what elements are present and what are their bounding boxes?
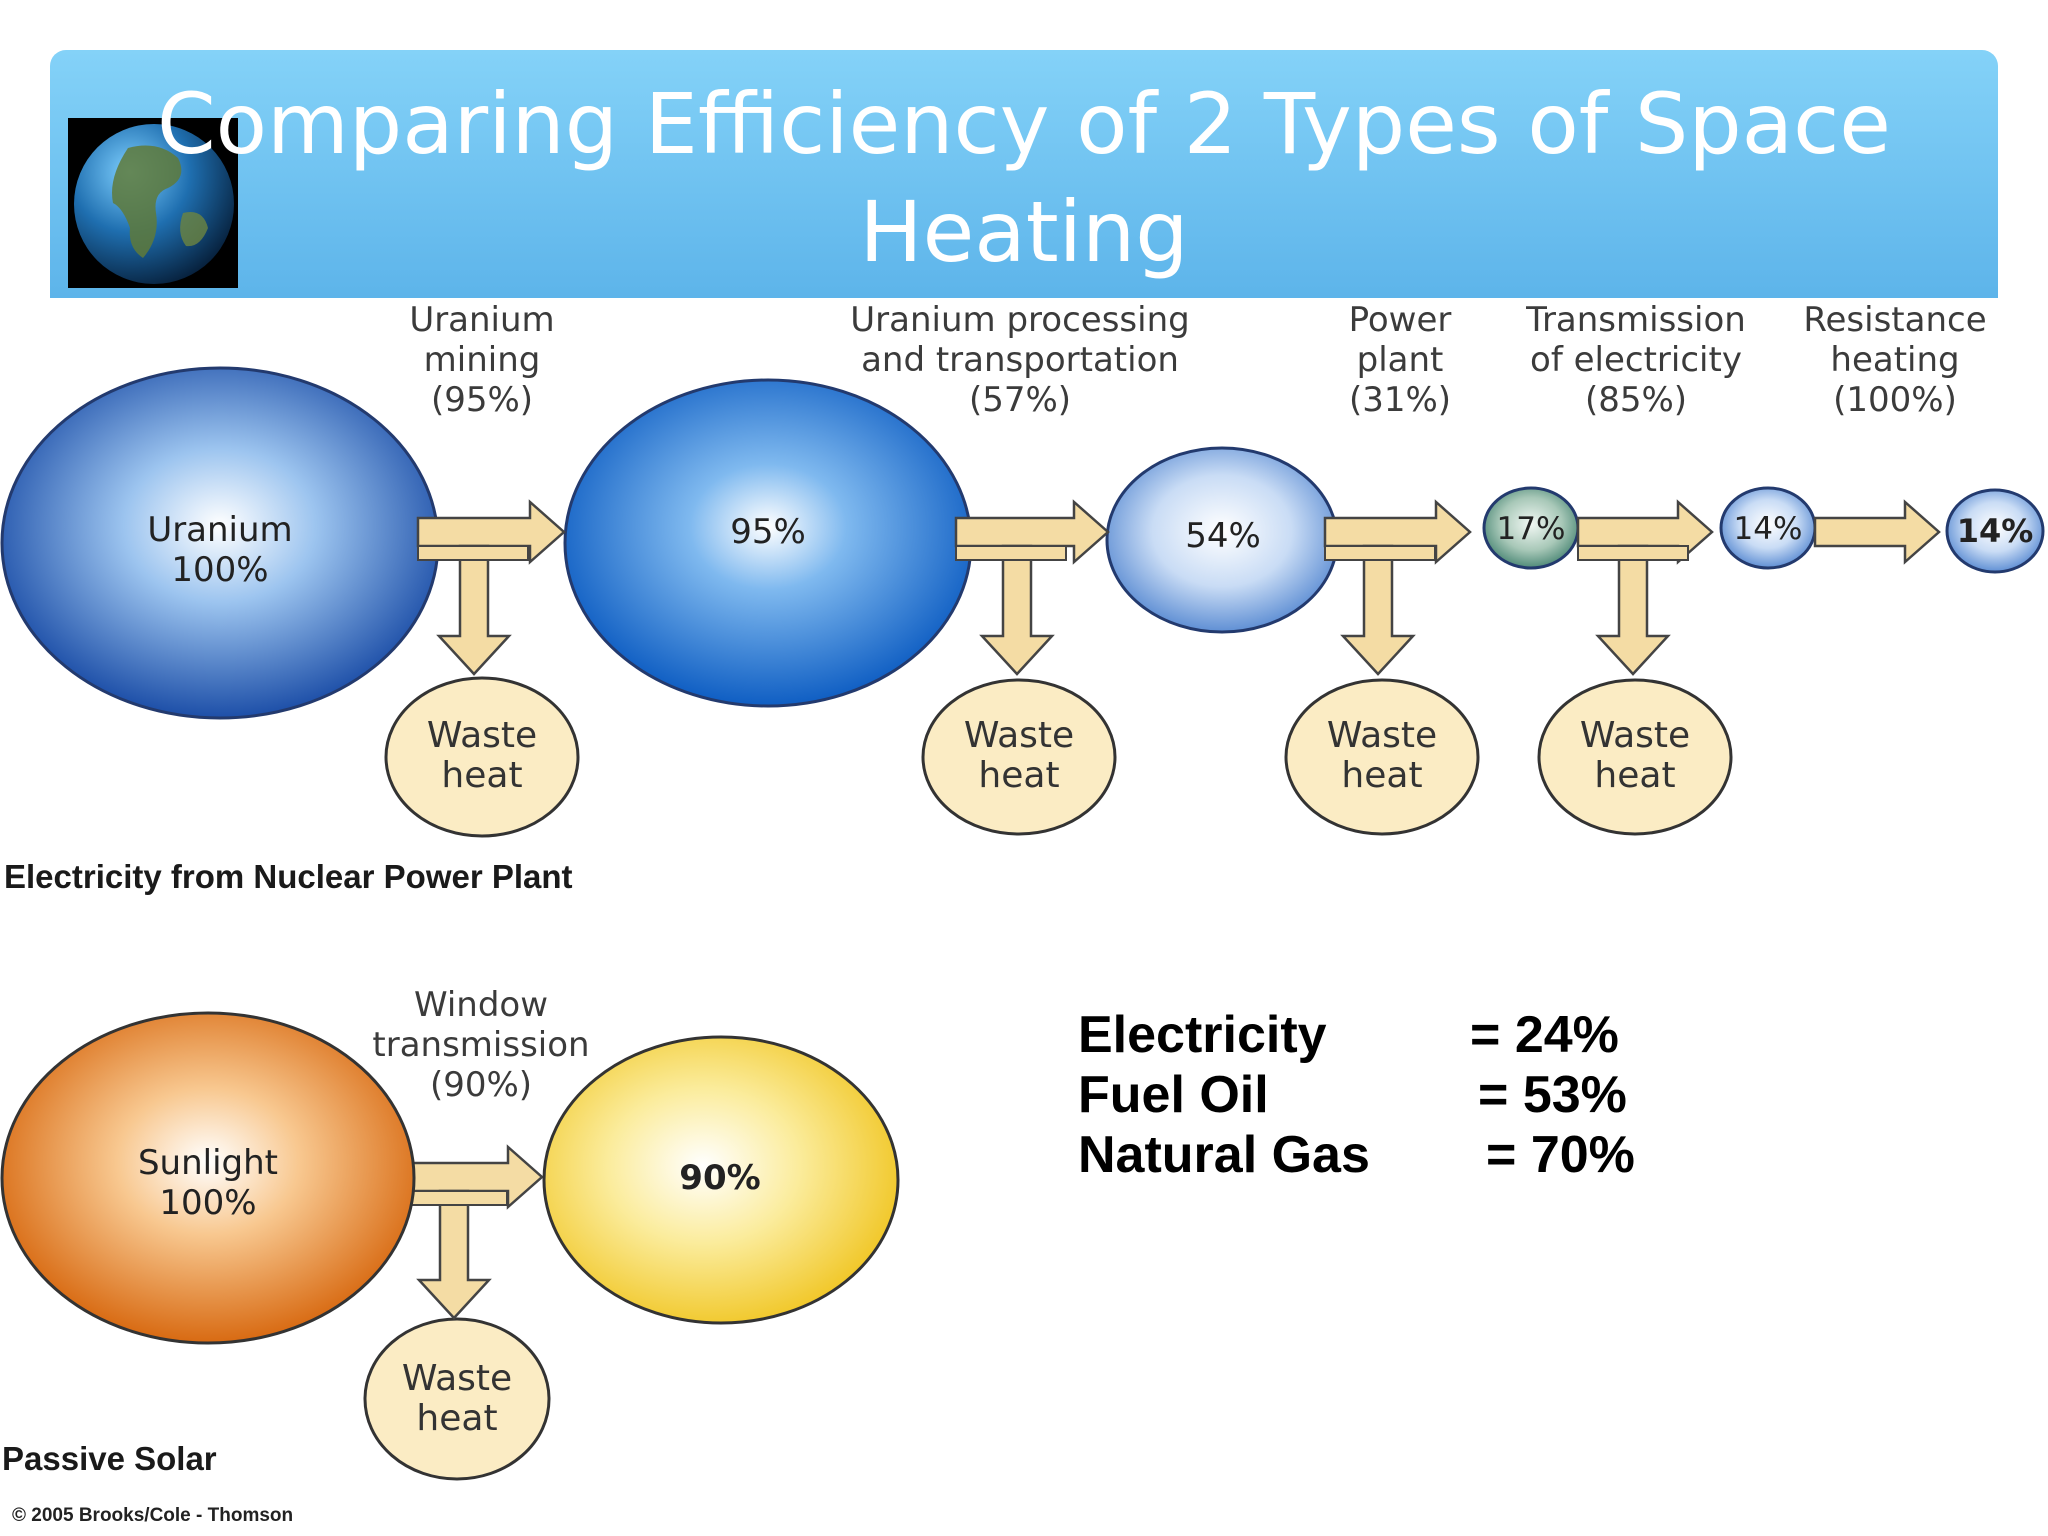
waste-circle-1 [384, 676, 580, 838]
stage-label-resistance-heating: Resistance heating (100%) [1803, 300, 1987, 420]
summary-name: Electricity [1078, 1006, 1327, 1064]
copyright-notice: © 2005 Brooks/Cole - Thomson [12, 1505, 294, 1526]
waste-circle-3 [1284, 678, 1480, 836]
summary-value-fuel-oil: = 53% [1478, 1066, 1627, 1124]
summary-row-electricity: Electricity [1078, 1004, 1327, 1066]
waste-circle-4 [1537, 678, 1733, 836]
stage-label-uranium-mining: Uranium mining (95%) [409, 300, 555, 420]
sunlight-circle [0, 1011, 416, 1345]
waste-heat-label-2: Waste heat [963, 715, 1075, 796]
summary-name: Natural Gas [1078, 1126, 1370, 1184]
waste-arrow-3 [1340, 544, 1416, 676]
waste-arrow-1 [436, 544, 512, 676]
stage-circle-14b [1945, 488, 2045, 574]
solar-caption: Passive Solar [2, 1440, 217, 1477]
sunlight-circle-label: Sunlight 100% [137, 1143, 279, 1223]
summary-row-natural-gas: Natural Gas [1078, 1124, 1370, 1186]
flow-arrow-5 [1813, 499, 1941, 565]
summary-name: Fuel Oil [1078, 1066, 1269, 1124]
stage-label-window-transmission: Window transmission (90%) [372, 985, 590, 1105]
waste-heat-label-3: Waste heat [1326, 715, 1438, 796]
waste-circle-2 [921, 678, 1117, 836]
stage-label-processing: Uranium processing and transportation (57%… [850, 300, 1190, 420]
stage-label-transmission: Transmission of electricity (85%) [1526, 300, 1746, 420]
solar-result-circle [542, 1035, 900, 1325]
stage-result-2: 54% [1185, 516, 1261, 556]
waste-arrow-solar [416, 1189, 492, 1320]
stage-result-5: 14% [1956, 512, 2034, 550]
summary-value-natural-gas: = 70% [1486, 1126, 1635, 1184]
waste-heat-label-solar: Waste heat [401, 1358, 513, 1439]
waste-arrow-4 [1595, 544, 1671, 676]
waste-heat-label-4: Waste heat [1579, 715, 1691, 796]
waste-arrow-2 [979, 544, 1055, 676]
stage-result-1: 95% [730, 512, 806, 552]
summary-value-electricity: = 24% [1470, 1006, 1619, 1064]
summary-row-fuel-oil: Fuel Oil [1078, 1064, 1269, 1126]
stage-result-3: 17% [1496, 511, 1566, 547]
earth-globe-icon [68, 118, 238, 288]
waste-heat-label-1: Waste heat [426, 715, 538, 796]
slide-title: Comparing Efficiency of 2 Types of Space… [157, 75, 1891, 281]
stage-result-4: 14% [1733, 511, 1803, 547]
stage-label-power-plant: Power plant (31%) [1348, 300, 1452, 420]
solar-result: 90% [679, 1158, 761, 1198]
waste-circle-solar [363, 1317, 551, 1481]
nuclear-caption: Electricity from Nuclear Power Plant [4, 858, 573, 895]
uranium-circle-label: Uranium 100% [147, 510, 293, 590]
title-bar [50, 50, 1998, 298]
